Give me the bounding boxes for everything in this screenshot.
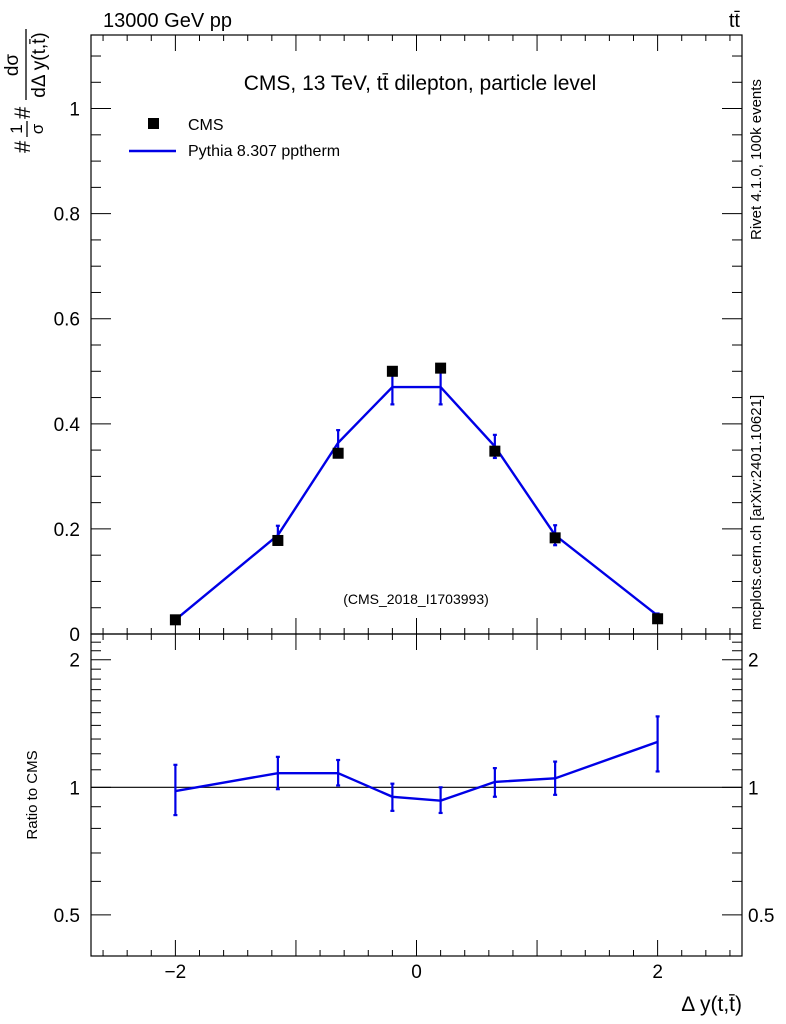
main-y-tick-label: 0.8 xyxy=(54,205,80,226)
ratio-plot-y-tick-labels: 0.5 0.5 1 1 2 2 xyxy=(54,651,775,927)
ylabel-fraction-den-2: dΔ y(t,t̄) xyxy=(29,32,50,97)
ratio-y-tick-label-right: 2 xyxy=(748,651,759,672)
main-plot-ticks xyxy=(91,35,742,635)
ylabel-hash-2: # xyxy=(10,106,35,119)
main-y-tick-label: 1 xyxy=(69,100,80,121)
main-data-series xyxy=(169,362,664,626)
ratio-y-axis-label: Ratio to CMS xyxy=(24,750,41,839)
ratio-y-tick-label-left: 0.5 xyxy=(54,906,80,927)
header-energy-label: 13000 GeV pp xyxy=(103,10,232,32)
ratio-y-tick-label-left: 1 xyxy=(69,778,80,799)
main-y-tick-label: 0 xyxy=(69,625,80,646)
main-y-tick-label: 0.6 xyxy=(54,310,80,331)
x-axis-label: Δ y(t,t̄) xyxy=(681,993,742,1016)
data-point xyxy=(169,614,181,626)
data-point xyxy=(652,613,664,625)
ratio-y-tick-label-right: 1 xyxy=(748,778,759,799)
main-plot-y-tick-labels: 0 0.2 0.4 0.6 0.8 1 xyxy=(54,100,81,646)
data-point xyxy=(386,365,398,377)
rivet-version-label: Rivet 4.1.0, 100k events xyxy=(748,79,765,240)
data-point xyxy=(489,445,501,457)
data-point xyxy=(435,362,447,374)
ratio-plot-ticks xyxy=(91,634,742,956)
legend-cms-label: CMS xyxy=(188,117,224,134)
ylabel-fraction-num-1: 1 xyxy=(7,124,26,133)
ylabel-fraction-den-1: σ xyxy=(28,123,47,134)
main-y-tick-label: 0.4 xyxy=(54,415,81,436)
legend-mc-label: Pythia 8.307 pptherm xyxy=(188,143,340,160)
x-tick-label: 2 xyxy=(652,962,663,983)
ratio-y-tick-label-left: 2 xyxy=(69,651,80,672)
main-y-axis-label: # 1 σ # dσ dΔ y(t,t̄) xyxy=(2,29,50,153)
main-mc-series xyxy=(173,368,660,622)
mc-series-line xyxy=(174,385,659,621)
ylabel-fraction-num-2: dσ xyxy=(2,54,23,77)
ylabel-hash-1: # xyxy=(10,140,35,153)
data-point xyxy=(332,447,344,459)
x-tick-label: 0 xyxy=(411,962,422,983)
x-tick-label: −2 xyxy=(165,962,187,983)
main-plot-title: CMS, 13 TeV, tt̄ dilepton, particle leve… xyxy=(244,72,597,95)
ratio-plot-frame xyxy=(90,633,743,957)
data-point xyxy=(272,534,284,546)
ratio-y-tick-label-right: 0.5 xyxy=(748,906,774,927)
data-point xyxy=(549,532,561,544)
ratio-series-line xyxy=(175,740,659,802)
x-axis-tick-labels: −2 0 2 xyxy=(165,962,663,983)
main-y-tick-label: 0.2 xyxy=(54,520,80,541)
ratio-mc-series xyxy=(173,715,660,817)
legend-cms-marker xyxy=(148,118,159,129)
header-process-label: tt̄ xyxy=(729,10,741,32)
mcplots-label: mcplots.cern.ch [arXiv:2401.10621] xyxy=(748,395,765,630)
analysis-id-label: (CMS_2018_I1703993) xyxy=(343,591,489,607)
